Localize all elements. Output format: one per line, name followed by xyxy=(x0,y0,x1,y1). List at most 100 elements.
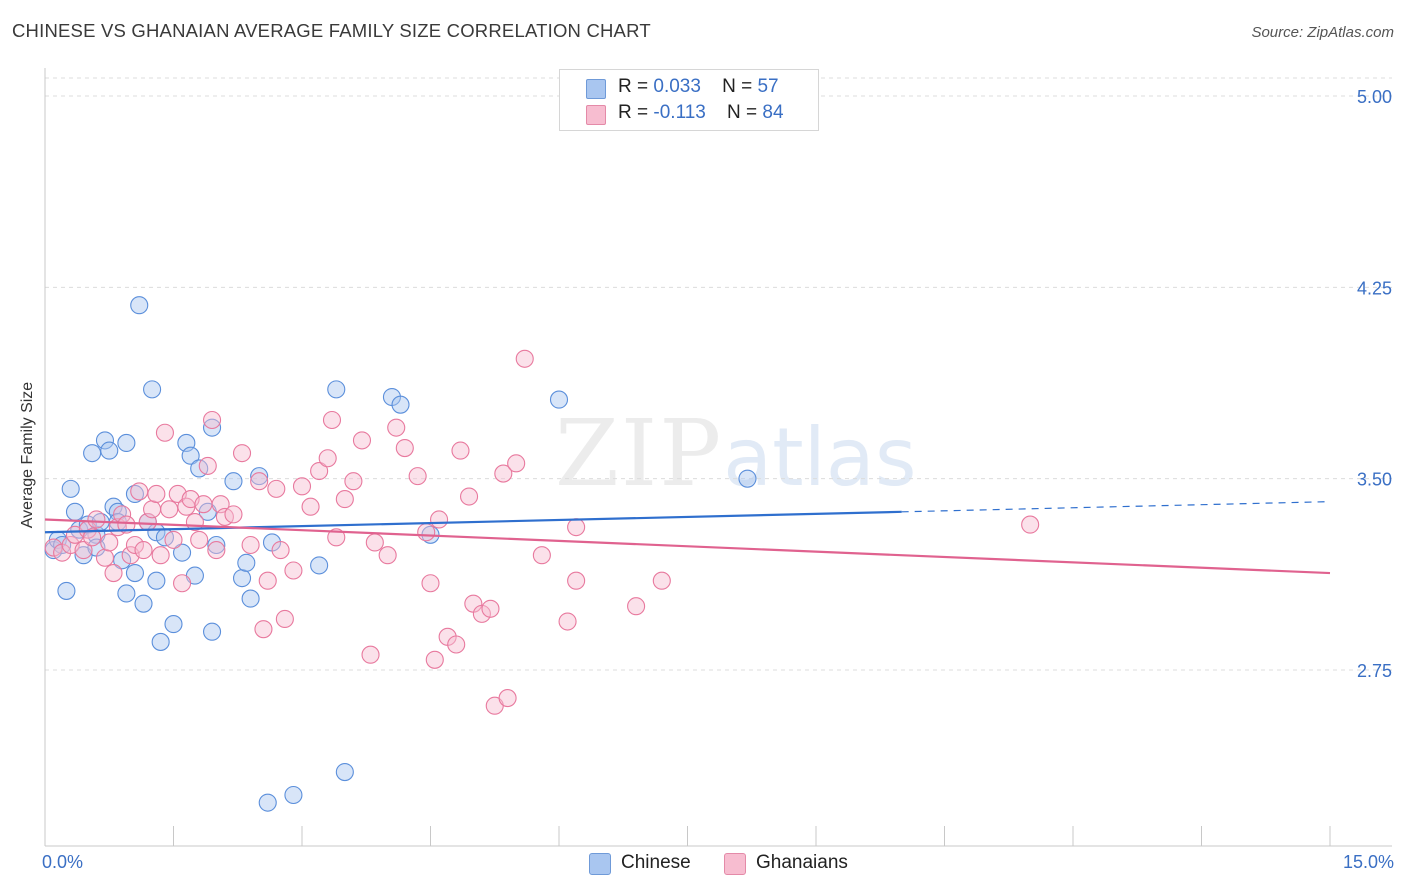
ghanaians-point xyxy=(310,461,329,481)
ghanaians-point xyxy=(507,454,526,473)
ghanaians-point xyxy=(258,571,277,590)
ghanaians-point xyxy=(100,533,119,552)
legend-stats-chinese: R = 0.033 N = 57 xyxy=(618,76,779,98)
chinese-point xyxy=(327,380,346,399)
chinese-point xyxy=(117,584,136,603)
chinese-point xyxy=(130,296,149,315)
ghanaians-point xyxy=(125,535,144,555)
chinese-point xyxy=(65,502,85,521)
ghanaians-point xyxy=(224,505,243,524)
chinese-point xyxy=(143,380,162,399)
chinese-point xyxy=(181,446,200,465)
ghanaians-point xyxy=(117,515,136,534)
ghanaians-point xyxy=(430,510,449,529)
ghanaians-point xyxy=(335,490,354,509)
ghanaians-point xyxy=(104,564,123,583)
chinese-point xyxy=(232,569,252,588)
watermark-atlas: atlas xyxy=(723,411,917,504)
ghanaians-legend-swatch xyxy=(724,853,746,875)
chinese-point xyxy=(151,632,170,651)
chinese-trend-line xyxy=(44,510,902,534)
ghanaians-point xyxy=(395,439,414,458)
n-label: N = xyxy=(722,76,753,97)
chinese-point xyxy=(738,469,757,488)
ghanaians-point xyxy=(515,349,534,368)
ghanaians-point xyxy=(361,645,380,664)
ghanaians-point xyxy=(387,418,406,437)
chinese-point xyxy=(95,431,115,450)
x-tick-label-min: 0.0% xyxy=(42,852,84,872)
chinese-point xyxy=(310,556,329,575)
ghanaians-point xyxy=(365,533,384,552)
watermark-zip: ZIP xyxy=(555,400,724,507)
n-label: N = xyxy=(726,102,758,123)
ghanaians-point xyxy=(198,456,217,475)
y-tick-2.75: 2.75 xyxy=(1357,661,1392,681)
ghanaians-legend-label: Ghanaians xyxy=(756,852,848,873)
ghanaians-point xyxy=(558,612,577,631)
ghanaians-point xyxy=(318,449,337,468)
ghanaians-point xyxy=(652,571,671,590)
source-credit: Source: ZipAtlas.com xyxy=(1251,24,1394,41)
chinese-point xyxy=(241,589,260,608)
ghanaians-point xyxy=(173,574,192,593)
chinese-point xyxy=(100,441,119,460)
ghanaians-point xyxy=(352,431,372,450)
ghanaians-point xyxy=(275,609,294,629)
chinese-point xyxy=(549,390,569,409)
chinese-point xyxy=(147,571,166,590)
ghanaians-point xyxy=(417,523,436,542)
chinese-point xyxy=(284,785,303,805)
ghanaians-point xyxy=(481,599,500,618)
chinese-point xyxy=(173,543,192,562)
ghanaians-point xyxy=(130,482,149,501)
ghanaians-point xyxy=(190,530,209,549)
chinese-trend-extension xyxy=(901,501,1331,513)
n-value-chinese: 57 xyxy=(757,76,779,97)
y-tick-4.25: 4.25 xyxy=(1357,278,1392,298)
r-label: R = xyxy=(618,76,649,97)
ghanaians-point xyxy=(472,604,491,623)
ghanaians-point xyxy=(378,546,397,565)
chinese-point xyxy=(258,793,277,812)
chinese-point xyxy=(335,762,354,782)
chinese-point xyxy=(391,395,410,414)
ghanaians-point xyxy=(194,495,213,514)
ghanaians-point xyxy=(83,528,102,547)
chinese-legend-swatch xyxy=(589,853,611,875)
ghanaians-point xyxy=(301,497,320,516)
chinese-point xyxy=(57,581,76,600)
ghanaians-point xyxy=(241,535,260,555)
chinese-swatch xyxy=(586,79,606,99)
x-tick-label-max: 15.0% xyxy=(1342,852,1394,872)
r-value-ghanaians: -0.113 xyxy=(653,102,706,123)
ghanaians-point xyxy=(250,472,269,491)
ghanaians-point xyxy=(267,479,286,498)
ghanaians-point xyxy=(344,472,363,491)
chinese-point xyxy=(134,594,153,613)
trend-lines xyxy=(44,501,1331,575)
y-tick-labels: 5.00 4.25 3.50 2.75 xyxy=(1357,87,1392,681)
r-label: R = xyxy=(618,102,649,123)
chinese-legend-label: Chinese xyxy=(621,852,691,873)
chinese-point xyxy=(83,444,102,463)
ghanaians-point xyxy=(498,689,517,708)
chinese-point xyxy=(61,479,80,498)
ghanaians-point xyxy=(284,561,303,580)
ghanaians-point xyxy=(425,650,444,669)
ghanaians-point xyxy=(292,477,312,496)
n-value-ghanaians: 84 xyxy=(762,102,784,123)
chinese-point xyxy=(250,467,269,486)
chinese-point xyxy=(203,418,222,437)
axes xyxy=(44,68,1392,847)
chinese-point xyxy=(224,472,243,491)
chinese-point xyxy=(164,615,183,634)
r-value-chinese: 0.033 xyxy=(653,76,701,97)
ghanaians-point xyxy=(322,410,342,430)
ghanaians-point xyxy=(164,530,183,549)
ghanaians-point xyxy=(421,574,440,593)
ghanaians-point xyxy=(494,464,513,483)
ghanaians-point xyxy=(408,467,427,486)
ghanaians-point xyxy=(532,546,551,565)
ghanaians-point xyxy=(207,541,226,560)
